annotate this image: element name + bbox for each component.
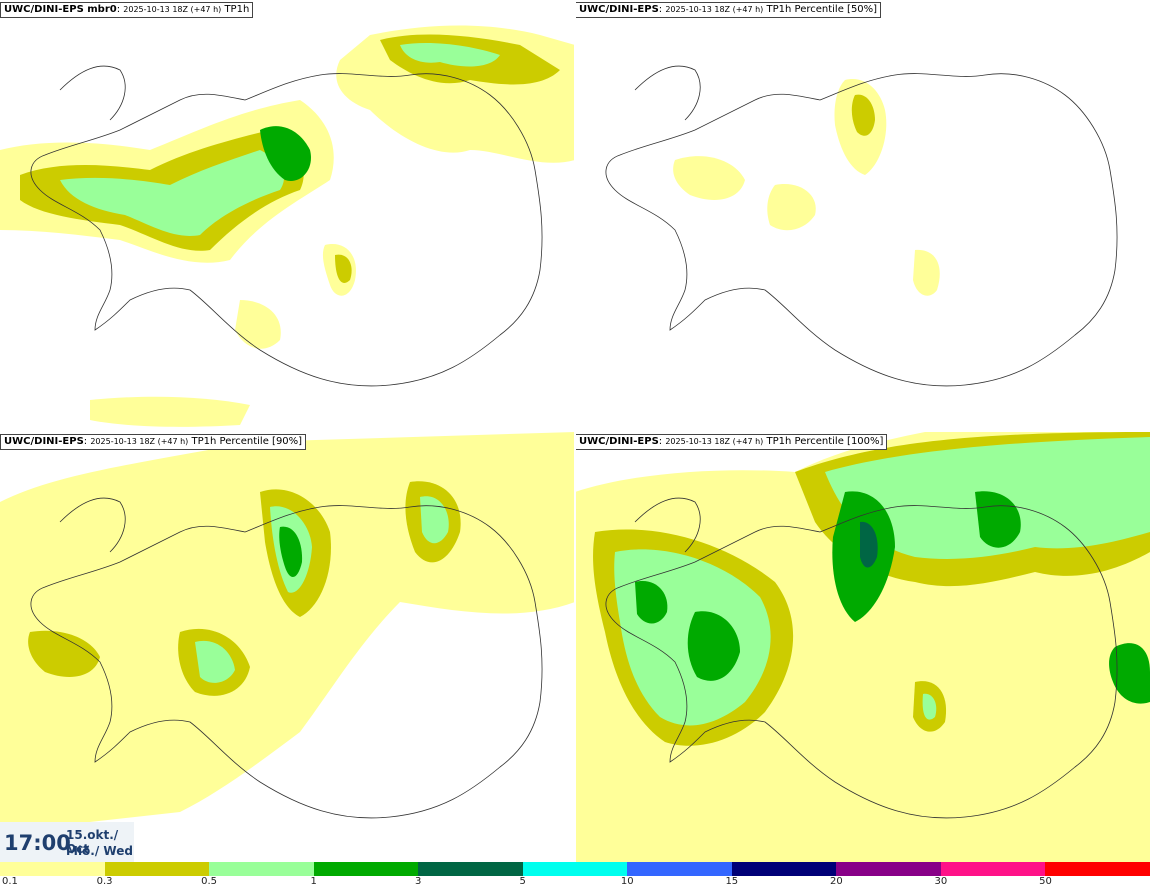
colorbar-label: 0.5 [201, 876, 218, 887]
colorbar-segment [313, 862, 419, 876]
valid-day: Mið./ Wed [66, 844, 133, 858]
member-name: mbr0 [83, 4, 117, 15]
colorbar-label: 10 [620, 876, 634, 887]
colorbar-label: 15 [725, 876, 739, 887]
colorbar-segment [418, 862, 524, 876]
colorbar [0, 862, 1150, 876]
colorbar-label: 0.1 [2, 876, 18, 887]
model-name: UWC/DINI-EPS [4, 4, 84, 15]
colorbar-label: 30 [934, 876, 948, 887]
colorbar-label: 50 [1039, 876, 1052, 887]
panel-title: UWC/DINI-EPS: 2025-10-13 18Z (+47 h) TP1… [0, 434, 307, 450]
colorbar-segment [522, 862, 628, 876]
percentile: [50%] [847, 4, 878, 15]
colorbar-segment [1045, 862, 1150, 876]
run-time: 2025-10-13 18Z (+47 h) [665, 437, 764, 446]
field-name: TP1h Percentile [766, 4, 844, 15]
coastline [30, 497, 543, 819]
colorbar-label: 20 [829, 876, 843, 887]
model-name: UWC/DINI-EPS [4, 436, 84, 447]
coastline [605, 65, 1118, 387]
colorbar-segment [940, 862, 1046, 876]
run-time: 2025-10-13 18Z (+47 h) [665, 5, 764, 14]
field-name: TP1h Percentile [191, 436, 269, 447]
colorbar-segment [836, 862, 942, 876]
precip-map-p90 [0, 432, 575, 832]
colorbar-segment [209, 862, 315, 876]
precip-map-p100 [575, 432, 1150, 862]
colorbar-segment [731, 862, 837, 876]
map-panel-p90: UWC/DINI-EPS: 2025-10-13 18Z (+47 h) TP1… [0, 432, 575, 862]
panel-title: UWC/DINI-EPS mbr0: 2025-10-13 18Z (+47 h… [0, 2, 254, 18]
valid-date: 15.okt./ Oct [66, 828, 119, 856]
colorbar-segment [627, 862, 733, 876]
panel-divider [574, 0, 576, 862]
colorbar-label: 3 [414, 876, 422, 887]
run-time: 2025-10-13 18Z (+47 h) [123, 5, 222, 14]
map-panel-mbr0: UWC/DINI-EPS mbr0: 2025-10-13 18Z (+47 h… [0, 0, 575, 430]
precip-map-p50 [605, 65, 1118, 387]
model-name: UWC/DINI-EPS [579, 4, 659, 15]
map-panel-p100: UWC/DINI-EPS: 2025-10-13 18Z (+47 h) TP1… [575, 432, 1150, 862]
precip-shading [575, 432, 1150, 862]
precip-map-mbr0 [0, 25, 575, 427]
precip-shading [0, 25, 575, 427]
run-time: 2025-10-13 18Z (+47 h) [90, 437, 189, 446]
colorbar-segment [0, 862, 105, 876]
precip-shading [673, 79, 940, 296]
panel-title: UWC/DINI-EPS: 2025-10-13 18Z (+47 h) TP1… [575, 2, 882, 18]
percentile: [90%] [272, 436, 303, 447]
colorbar-segment [104, 862, 210, 876]
valid-time: 17:00 [4, 831, 71, 855]
valid-time-box: 17:00 15.okt./ Oct Mið./ Wed [0, 822, 134, 862]
map-panel-p50: UWC/DINI-EPS: 2025-10-13 18Z (+47 h) TP1… [575, 0, 1150, 430]
model-name: UWC/DINI-EPS [579, 436, 659, 447]
colorbar-label: 1 [310, 876, 317, 887]
colorbar-label: 0.3 [96, 876, 113, 887]
panel-title: UWC/DINI-EPS: 2025-10-13 18Z (+47 h) TP1… [575, 434, 888, 450]
field-name: TP1h [224, 4, 250, 15]
coastline [30, 65, 543, 387]
percentile: [100%] [847, 436, 884, 447]
field-name: TP1h Percentile [766, 436, 844, 447]
precip-shading [0, 432, 575, 832]
colorbar-label: 5 [519, 876, 526, 887]
coastline [605, 497, 1118, 819]
